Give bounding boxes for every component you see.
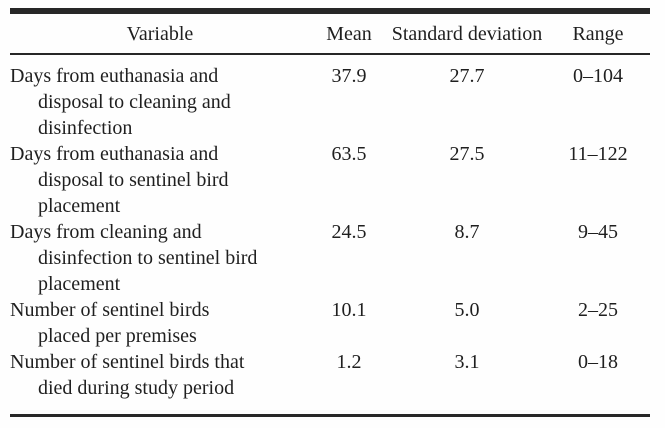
variable-line: placed per premises: [38, 325, 197, 347]
variable-cell: Days from cleaning and disinfection to se…: [10, 219, 310, 297]
variable-cell: Number of sentinel birds that died during…: [10, 349, 310, 416]
range-cell: 11–122: [568, 143, 628, 165]
table-row: Days from euthanasia and disposal to sent…: [10, 141, 650, 219]
sd-cell: 5.0: [454, 299, 480, 321]
sd-cell: 3.1: [454, 351, 480, 373]
variable-line: Number of sentinel birds: [10, 299, 210, 321]
variable-line: placement: [38, 273, 121, 295]
mean-cell: 10.1: [331, 299, 367, 321]
top-double-rule: [10, 8, 650, 14]
mean-cell: 37.9: [331, 65, 367, 87]
range-cell: 9–45: [578, 221, 618, 243]
variable-cell: Days from euthanasia and disposal to sent…: [10, 141, 310, 219]
table-body: Days from euthanasia and disposal to clea…: [10, 54, 650, 416]
table-row: Days from euthanasia and disposal to clea…: [10, 54, 650, 141]
variable-cell: Number of sentinel birds placed per premi…: [10, 297, 310, 349]
variable-line: disposal to sentinel bird: [38, 169, 229, 191]
column-header-variable: Variable: [10, 14, 310, 55]
sd-cell: 27.7: [449, 65, 485, 87]
sd-cell: 27.5: [449, 143, 485, 165]
table-row: Days from cleaning and disinfection to se…: [10, 219, 650, 297]
data-table: Variable Mean Standard deviation Range D…: [10, 14, 650, 417]
variable-line: died during study period: [38, 377, 235, 399]
range-cell: 0–18: [578, 351, 618, 373]
variable-cell: Days from euthanasia and disposal to clea…: [10, 54, 310, 141]
range-cell: 0–104: [573, 65, 623, 87]
table-row: Number of sentinel birds placed per premi…: [10, 297, 650, 349]
variable-line: Days from euthanasia and: [10, 65, 219, 87]
variable-line: placement: [38, 195, 121, 217]
range-cell: 2–25: [578, 299, 618, 321]
variable-line: disinfection: [38, 117, 133, 139]
variable-line: disposal to cleaning and: [38, 91, 231, 113]
column-header-range: Range: [546, 14, 650, 55]
summary-table-container: Variable Mean Standard deviation Range D…: [10, 8, 650, 417]
header-row: Variable Mean Standard deviation Range: [10, 14, 650, 55]
mean-cell: 63.5: [331, 143, 367, 165]
mean-cell: 24.5: [331, 221, 367, 243]
sd-cell: 8.7: [454, 221, 480, 243]
column-header-standard-deviation: Standard deviation: [388, 14, 546, 55]
variable-line: Number of sentinel birds that: [10, 351, 245, 373]
variable-line: Days from euthanasia and: [10, 143, 219, 165]
variable-line: Days from cleaning and: [10, 221, 202, 243]
table-row: Number of sentinel birds that died during…: [10, 349, 650, 416]
mean-cell: 1.2: [336, 351, 362, 373]
column-header-mean: Mean: [310, 14, 388, 55]
table-header: Variable Mean Standard deviation Range: [10, 14, 650, 55]
variable-line: disinfection to sentinel bird: [38, 247, 258, 269]
